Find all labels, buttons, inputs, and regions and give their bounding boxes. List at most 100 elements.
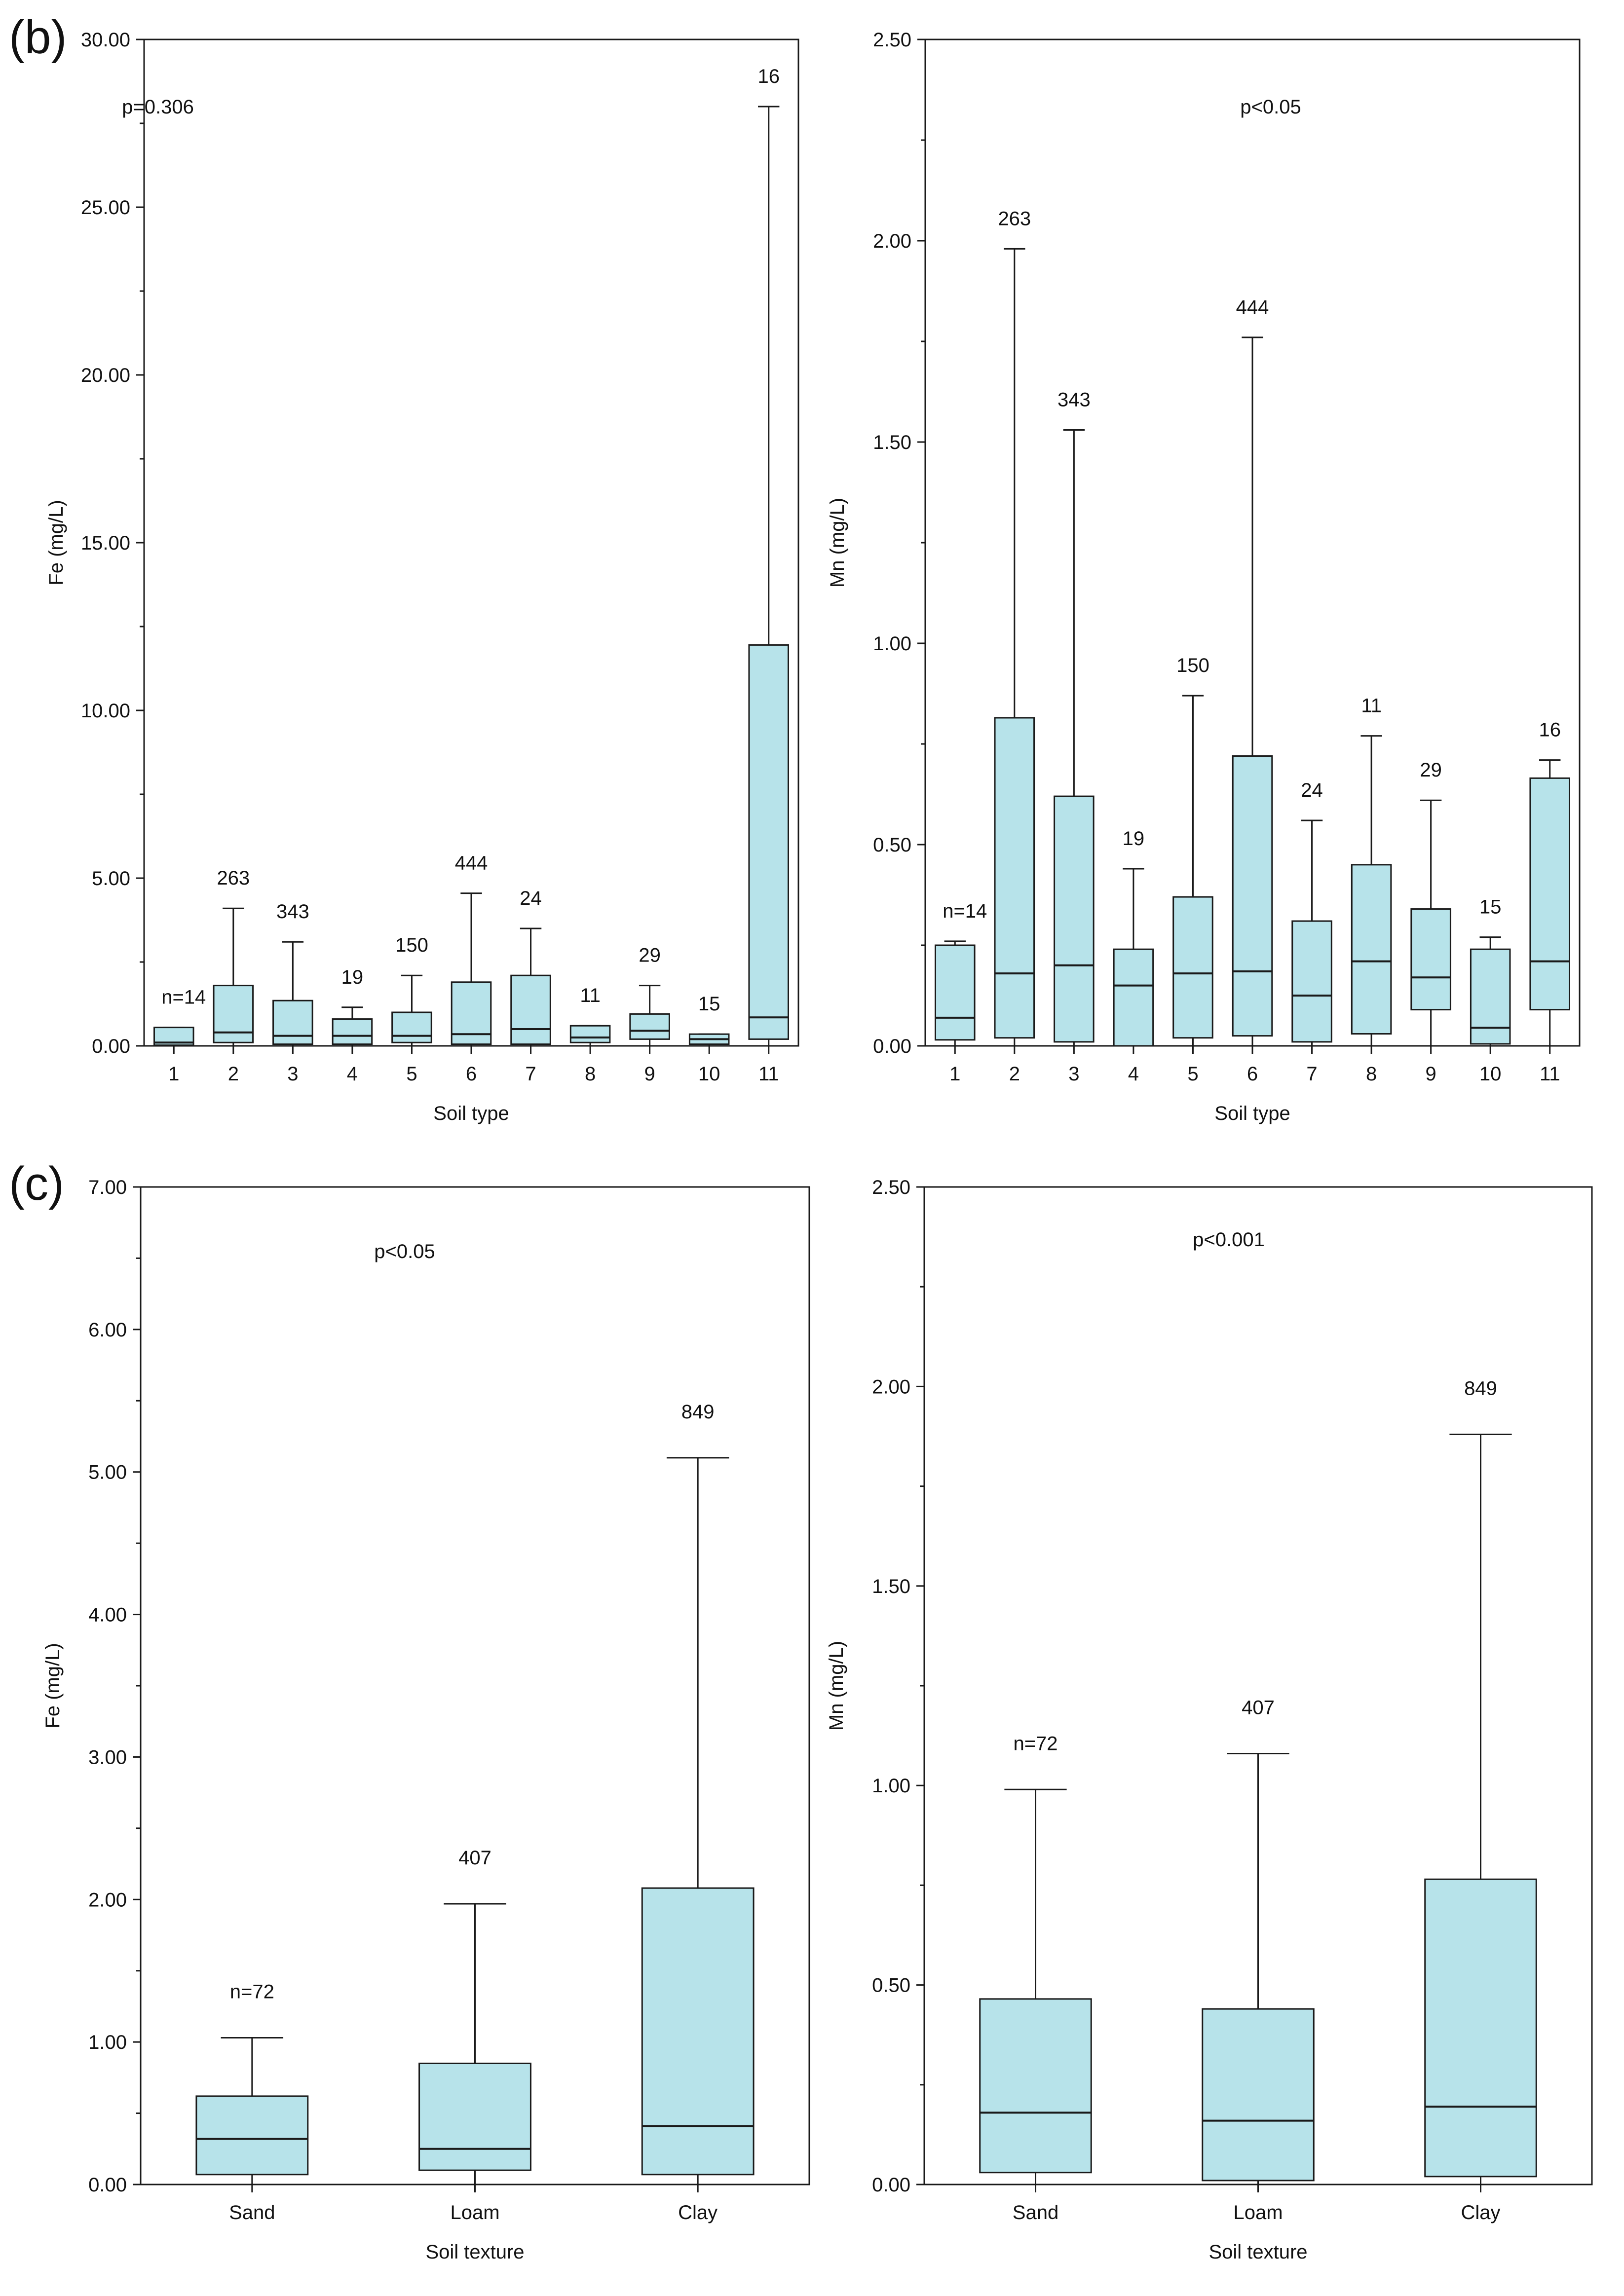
panel-label-b: (b) [9, 11, 67, 64]
x-tick-label: 4 [1128, 1063, 1139, 1085]
box [641, 1887, 755, 2176]
x-axis-label: Soil type [433, 1103, 509, 1124]
y-tick-label: 2.50 [872, 1177, 910, 1198]
y-tick-label: 5.00 [88, 1462, 127, 1483]
p-value-annotation: p<0.001 [1193, 1229, 1265, 1251]
sample-size-label: 407 [458, 1847, 491, 1869]
y-tick-label: 1.00 [88, 2032, 127, 2053]
box [213, 985, 254, 1043]
y-tick-label: 2.50 [873, 29, 911, 51]
sample-size-label: 849 [1464, 1377, 1497, 1399]
box [934, 944, 976, 1041]
x-tick-label: 2 [1009, 1063, 1020, 1085]
box [332, 1018, 373, 1045]
panel-label-c: (c) [9, 1157, 64, 1210]
x-tick-label: 11 [758, 1063, 779, 1085]
box [1351, 864, 1392, 1035]
y-tick-label: 7.00 [88, 1177, 127, 1198]
sample-size-label: 263 [217, 867, 250, 889]
sample-size-label: 29 [1420, 759, 1442, 781]
sample-size-label: 849 [681, 1401, 715, 1423]
box [994, 717, 1035, 1039]
box [569, 1025, 611, 1043]
box [748, 644, 790, 1040]
x-tick-label: 10 [1479, 1063, 1502, 1085]
x-tick-label: 4 [347, 1063, 358, 1085]
sample-size-label: n=72 [1013, 1733, 1057, 1754]
sample-size-label: 24 [520, 888, 542, 909]
x-tick-label: Loam [450, 2202, 499, 2223]
y-axis-label: Fe (mg/L) [42, 1643, 64, 1728]
x-axis-label: Soil type [1214, 1103, 1290, 1124]
sample-size-label: n=14 [161, 987, 206, 1008]
x-tick-label: 9 [644, 1063, 655, 1085]
y-tick-label: 3.00 [88, 1746, 127, 1768]
box [391, 1011, 432, 1043]
box [195, 2095, 309, 2176]
box [1470, 948, 1511, 1045]
sample-size-label: 16 [1539, 719, 1561, 741]
sample-size-label: 343 [1057, 389, 1091, 411]
x-tick-label: 6 [1247, 1063, 1258, 1085]
y-tick-label: 0.00 [872, 2174, 910, 2196]
x-tick-label: 3 [287, 1063, 298, 1085]
x-tick-label: Clay [678, 2202, 718, 2223]
x-tick-label: Sand [229, 2202, 275, 2223]
y-tick-label: 1.00 [873, 633, 911, 655]
x-tick-label: 5 [1187, 1063, 1198, 1085]
box [510, 974, 551, 1045]
x-tick-label: 2 [228, 1063, 239, 1085]
x-tick-label: Clay [1461, 2202, 1500, 2223]
y-tick-label: 0.50 [873, 834, 911, 856]
sample-size-label: 15 [698, 993, 720, 1015]
y-tick-label: 30.00 [81, 29, 130, 51]
sample-size-label: 444 [1236, 296, 1269, 318]
x-tick-label: 7 [1306, 1063, 1317, 1085]
sample-size-label: 11 [1361, 695, 1382, 717]
x-tick-label: 8 [1366, 1063, 1377, 1085]
box [1202, 2008, 1315, 2182]
sample-size-label: 150 [1176, 655, 1209, 676]
box [979, 1998, 1092, 2174]
y-tick-label: 2.00 [872, 1376, 910, 1398]
y-tick-label: 0.00 [873, 1036, 911, 1057]
sample-size-label: 19 [341, 966, 364, 988]
box [1054, 795, 1095, 1043]
x-tick-label: 11 [1540, 1063, 1560, 1085]
y-tick-label: 5.00 [92, 868, 130, 889]
box [1410, 908, 1451, 1011]
y-tick-label: 2.00 [88, 1889, 127, 1911]
x-axis-label: Soil texture [1209, 2241, 1307, 2263]
box [418, 2062, 531, 2171]
box [629, 1013, 670, 1040]
box [1424, 1878, 1537, 2178]
box [1113, 948, 1154, 1047]
y-tick-label: 25.00 [81, 197, 130, 219]
box [1291, 920, 1332, 1043]
box [1529, 777, 1571, 1011]
y-tick-label: 4.00 [88, 1604, 127, 1626]
y-tick-label: 0.50 [872, 1975, 910, 1997]
p-value-annotation: p=0.306 [122, 96, 194, 118]
y-tick-label: 1.00 [872, 1775, 910, 1797]
sample-size-label: 11 [580, 985, 601, 1006]
sample-size-label: n=72 [230, 1981, 274, 2002]
sample-size-label: 24 [1301, 779, 1323, 801]
p-value-annotation: p<0.05 [374, 1241, 435, 1262]
x-tick-label: 3 [1068, 1063, 1079, 1085]
x-tick-label: 10 [698, 1063, 720, 1085]
y-tick-label: 1.50 [873, 432, 911, 453]
x-tick-label: 9 [1426, 1063, 1436, 1085]
y-tick-label: 6.00 [88, 1319, 127, 1341]
sample-size-label: 444 [455, 852, 488, 874]
sample-size-label: 150 [395, 934, 428, 956]
x-tick-label: 5 [406, 1063, 417, 1085]
x-tick-label: 1 [168, 1063, 179, 1085]
x-tick-label: 1 [949, 1063, 960, 1085]
y-tick-label: 0.00 [88, 2174, 127, 2196]
sample-size-label: 263 [998, 208, 1031, 229]
x-tick-label: 6 [466, 1063, 477, 1085]
y-tick-label: 2.00 [873, 230, 911, 252]
x-tick-label: 8 [585, 1063, 596, 1085]
